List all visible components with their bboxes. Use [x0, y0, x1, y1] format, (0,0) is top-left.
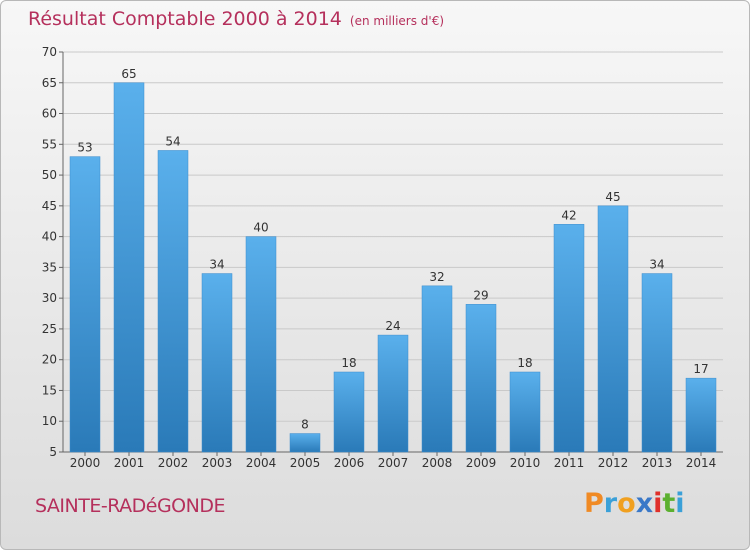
x-tick-label: 2002 [158, 456, 189, 470]
y-tick-label: 30 [42, 291, 57, 305]
bar-value-label: 29 [473, 288, 488, 302]
bar [553, 224, 585, 453]
bar [597, 205, 629, 453]
bar-value-label: 53 [77, 141, 92, 155]
bar [465, 304, 497, 453]
x-tick-label: 2013 [642, 456, 673, 470]
bar [201, 273, 233, 453]
x-tick-label: 2001 [114, 456, 145, 470]
axes: 5 10 15 20 25 30 35 40 45 50 55 60 65 70 2000 2001 2002 2… [42, 45, 723, 470]
chart-title: Résultat Comptable 2000 à 2014 (en millie… [28, 8, 444, 30]
logo-letter: i [675, 488, 685, 519]
bar-value-label: 40 [253, 221, 268, 235]
x-tick-label: 2006 [334, 456, 365, 470]
y-tick-label: 60 [42, 107, 57, 121]
bar [509, 371, 541, 453]
bar-value-label: 18 [517, 356, 532, 370]
y-tick-label: 50 [42, 168, 57, 182]
bar-value-label: 17 [693, 362, 708, 376]
bar-value-label: 8 [301, 418, 309, 432]
x-tick-label: 2011 [554, 456, 585, 470]
y-tick-label: 45 [42, 199, 57, 213]
y-tick-label: 5 [49, 445, 57, 459]
proxiti-logo[interactable]: Proxiti [584, 488, 685, 519]
logo-letter: i [653, 488, 663, 519]
x-tick-label: 2000 [70, 456, 101, 470]
y-tick-label: 20 [42, 353, 57, 367]
bar [377, 334, 409, 453]
y-tick-label: 25 [42, 322, 57, 336]
bar-value-label: 34 [209, 258, 224, 272]
y-tick-label: 35 [42, 260, 57, 274]
bar [245, 236, 277, 453]
x-tick-label: 2005 [290, 456, 321, 470]
x-tick-label: 2010 [510, 456, 541, 470]
logo-letter: P [584, 488, 604, 519]
x-tick-label: 2004 [246, 456, 277, 470]
logo-letter: x [635, 488, 654, 519]
y-tick-label: 70 [42, 45, 57, 59]
y-tick-label: 10 [42, 414, 57, 428]
logo-letter: t [662, 488, 676, 519]
bar-value-label: 34 [649, 258, 664, 272]
bar-value-label: 42 [561, 208, 576, 222]
chart-title-main: Résultat Comptable 2000 à 2014 [28, 8, 342, 30]
commune-name: SAINTE-RADéGONDE [35, 495, 225, 517]
bar [69, 156, 101, 453]
bar [421, 285, 453, 453]
x-tick-label: 2007 [378, 456, 409, 470]
x-tick-label: 2003 [202, 456, 233, 470]
x-tick-label: 2012 [598, 456, 629, 470]
chart-title-unit: (en milliers d'€) [349, 14, 445, 28]
logo-letter: o [617, 488, 636, 519]
bar [685, 377, 717, 453]
y-tick-label: 55 [42, 137, 57, 151]
y-tick-label: 40 [42, 230, 57, 244]
logo-letter: r [603, 488, 618, 519]
bar-value-label: 18 [341, 356, 356, 370]
bar [157, 150, 189, 453]
bar-value-label: 54 [165, 134, 180, 148]
bar [333, 371, 365, 453]
bar [641, 273, 673, 453]
y-tick-label: 65 [42, 76, 57, 90]
bar-value-label: 32 [429, 270, 444, 284]
x-tick-label: 2008 [422, 456, 453, 470]
bar-value-label: 45 [605, 190, 620, 204]
bar-value-label: 24 [385, 319, 400, 333]
y-tick-label: 15 [42, 383, 57, 397]
x-tick-label: 2009 [466, 456, 497, 470]
bars: 53 65 54 34 40 8 18 24 32 29 18 42 45 34 17 [69, 67, 717, 453]
x-tick-label: 2014 [686, 456, 717, 470]
bar [113, 82, 145, 453]
bar [289, 433, 321, 453]
bar-value-label: 65 [121, 67, 136, 81]
